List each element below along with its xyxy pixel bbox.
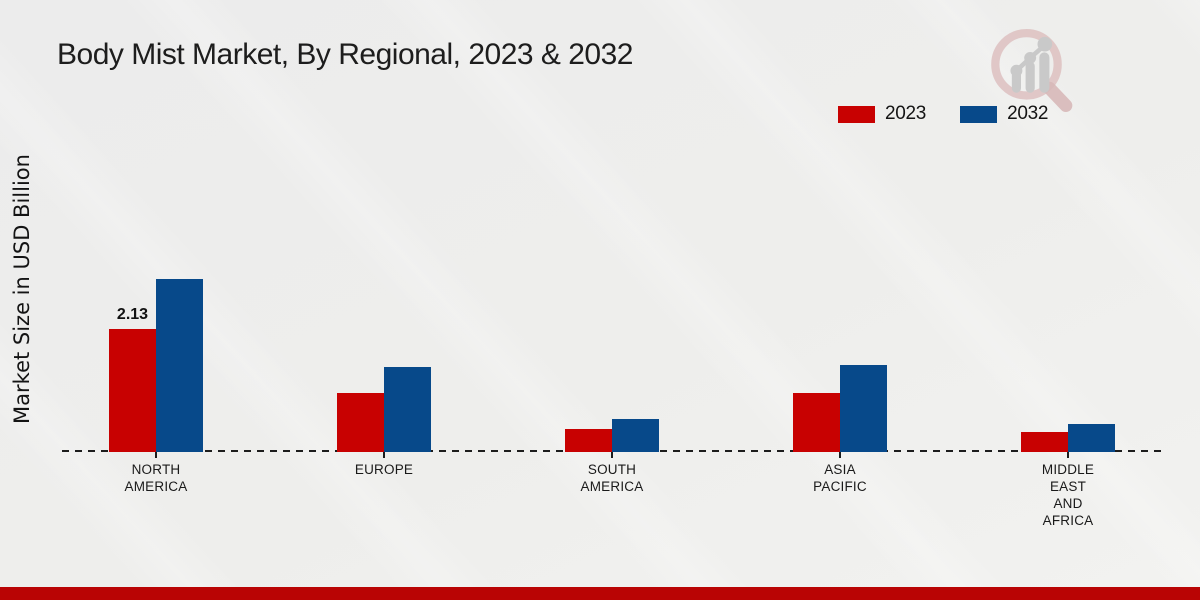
category-label-asia-pacific: ASIA PACIFIC [813, 462, 867, 494]
bar-middle-east-and-africa-2032 [1068, 424, 1115, 452]
category-label-south-america: SOUTH AMERICA [580, 462, 644, 494]
bar-europe-2032 [384, 367, 431, 452]
x-axis-tick [1067, 452, 1069, 458]
bar-south-america-2023 [565, 429, 612, 452]
magnifier-bar-chart-logo-icon [991, 29, 1073, 112]
legend-item-2032: 2032 [960, 103, 1048, 125]
legend-swatch-2032 [960, 105, 998, 123]
bar-north-america-2032 [156, 279, 203, 452]
category-label-middle-east-and-africa: MIDDLE EAST AND AFRICA [1041, 462, 1095, 528]
legend-item-2023: 2023 [838, 103, 926, 125]
legend-swatch-2023 [838, 105, 875, 123]
bar-middle-east-and-africa-2023 [1021, 432, 1068, 452]
bar-asia-pacific-2032 [840, 365, 887, 452]
footer-bar [0, 587, 1200, 600]
x-axis-tick [383, 452, 385, 458]
x-axis-tick [611, 452, 613, 458]
bar-asia-pacific-2023 [793, 393, 840, 452]
category-label-europe: EUROPE [354, 462, 414, 477]
x-axis-tick [839, 452, 841, 458]
chart-title: Body Mist Market, By Regional, 2023 & 20… [57, 38, 633, 71]
x-axis-tick [155, 452, 157, 458]
category-label-north-america: NORTH AMERICA [124, 462, 188, 494]
bar-north-america-2023 [109, 329, 156, 452]
legend-label-2023: 2023 [885, 103, 927, 124]
bar-europe-2023 [337, 393, 384, 452]
bar-value-label-north-america-2023: 2.13 [116, 306, 149, 323]
bar-south-america-2032 [612, 419, 659, 452]
legend-label-2032: 2032 [1007, 103, 1049, 124]
legend: 2023 2032 [838, 103, 1048, 125]
